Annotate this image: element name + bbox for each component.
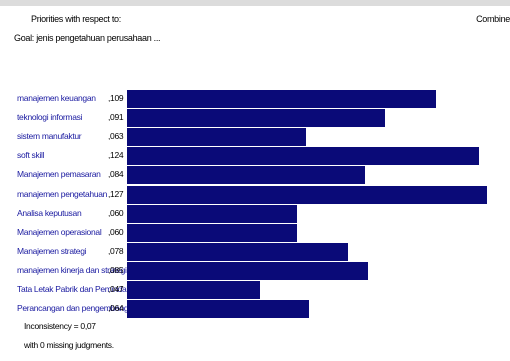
priority-row: Manajemen strategi ,078 xyxy=(0,242,510,261)
criterion-label[interactable]: manajemen pengetahuan xyxy=(17,188,108,199)
window-top-edge xyxy=(0,0,510,6)
combined-mode-label: Combine xyxy=(476,14,510,24)
criterion-label[interactable]: Manajemen operasional xyxy=(17,226,102,237)
criterion-label[interactable]: Tata Letak Pabrik dan Pemindah xyxy=(17,284,131,294)
priority-value: ,109 xyxy=(108,93,124,103)
criterion-label[interactable]: manajemen keuangan xyxy=(17,93,96,103)
priority-bar xyxy=(127,281,261,299)
priority-row: Tata Letak Pabrik dan Pemindah ,047 xyxy=(0,281,510,299)
criterion-label[interactable]: manajemen kinerja dan strategi xyxy=(17,264,127,275)
priority-bar xyxy=(127,166,366,185)
priority-row: Manajemen pemasaran ,084 xyxy=(0,166,510,185)
priority-bar xyxy=(127,128,306,147)
priority-bar xyxy=(127,109,386,128)
priority-value: ,084 xyxy=(108,169,124,180)
priority-bar xyxy=(127,223,298,242)
priorities-title: Priorities with respect to: xyxy=(31,14,121,24)
criterion-label[interactable]: sistem manufaktur xyxy=(17,131,82,142)
priority-bar xyxy=(127,90,437,108)
inconsistency-label: Inconsistency = 0,07 xyxy=(24,321,96,331)
priority-value: ,124 xyxy=(108,150,124,161)
priority-value: ,047 xyxy=(108,284,124,294)
priority-row: Manajemen operasional ,060 xyxy=(0,223,510,242)
criterion-label[interactable]: Manajemen strategi xyxy=(17,245,87,256)
criterion-label[interactable]: Analisa keputusan xyxy=(17,207,82,218)
priority-value: ,064 xyxy=(108,303,124,314)
priority-bar xyxy=(127,261,369,280)
goal-label: Goal: jenis pengetahuan perusahaan ... xyxy=(14,33,161,43)
priority-row: manajemen kinerja dan strategi ,085 xyxy=(0,261,510,280)
priority-value: ,060 xyxy=(108,207,124,218)
criterion-label[interactable]: soft skill xyxy=(17,150,45,161)
criterion-label[interactable]: Perancangan dan pengembangan p xyxy=(17,303,144,314)
priority-value: ,078 xyxy=(108,245,124,256)
priority-value: ,085 xyxy=(108,264,124,275)
priority-bar xyxy=(127,185,488,204)
priority-row: Perancangan dan pengembangan p ,064 xyxy=(0,300,510,319)
criterion-label[interactable]: Manajemen pemasaran xyxy=(17,169,101,180)
priority-value: ,091 xyxy=(108,112,124,123)
priority-value: ,060 xyxy=(108,226,124,237)
priority-row: Analisa keputusan ,060 xyxy=(0,204,510,223)
priority-row: sistem manufaktur ,063 xyxy=(0,128,510,147)
priority-row: manajemen pengetahuan ,127 xyxy=(0,185,510,204)
priority-row: manajemen keuangan ,109 xyxy=(0,90,510,108)
priority-bar xyxy=(127,204,298,223)
priority-bar xyxy=(127,242,349,261)
priority-row: soft skill ,124 xyxy=(0,147,510,166)
priority-value: ,127 xyxy=(108,188,124,199)
priority-bar xyxy=(127,147,479,166)
missing-judgments-label: with 0 missing judgments. xyxy=(24,340,114,350)
priority-value: ,063 xyxy=(108,131,124,142)
priority-row: teknologi informasi ,091 xyxy=(0,109,510,128)
priority-bar xyxy=(127,300,309,319)
criterion-label[interactable]: teknologi informasi xyxy=(17,112,83,123)
